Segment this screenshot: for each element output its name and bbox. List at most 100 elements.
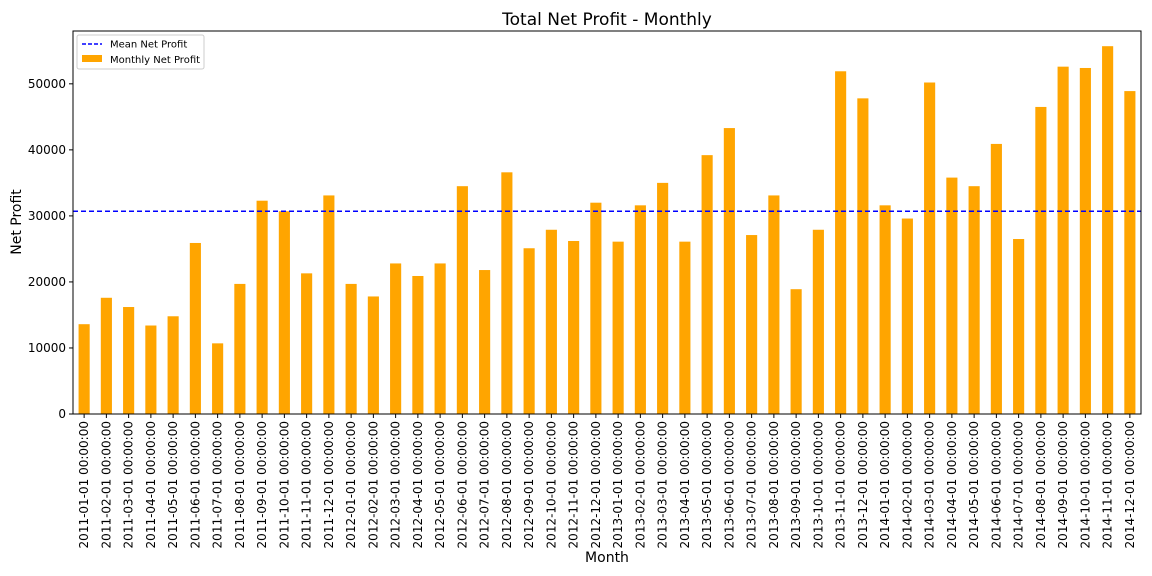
x-tick-label: 2011-03-01 00:00:00: [122, 421, 136, 548]
x-tick-label: 2012-07-01 00:00:00: [478, 421, 492, 548]
x-tick-label: 2012-04-01 00:00:00: [411, 421, 425, 548]
y-tick-label: 0: [58, 407, 66, 421]
x-tick-label: 2013-05-01 00:00:00: [700, 421, 714, 548]
x-tick-label: 2014-02-01 00:00:00: [900, 421, 914, 548]
y-ticks-group: 0 10000 20000 30000 40000 50000: [28, 77, 73, 421]
x-tick-label: 2011-04-01 00:00:00: [144, 421, 158, 548]
bar: [100, 297, 112, 414]
x-tick-label: 2014-04-01 00:00:00: [945, 421, 959, 548]
bar: [812, 229, 824, 414]
x-tick-label: 2011-11-01 00:00:00: [300, 421, 314, 548]
x-tick-label: 2011-10-01 00:00:00: [277, 421, 291, 548]
bar: [723, 128, 735, 415]
x-ticks-group: 2011-01-01 00:00:00 2011-02-01 00:00:00 20…: [77, 414, 1137, 548]
y-tick-label: 30000: [28, 209, 66, 223]
x-tick-label: 2012-03-01 00:00:00: [389, 421, 403, 548]
x-tick-label: 2013-07-01 00:00:00: [745, 421, 759, 548]
x-tick-label: 2013-03-01 00:00:00: [656, 421, 670, 548]
x-tick-label: 2011-05-01 00:00:00: [166, 421, 180, 548]
bar: [768, 195, 780, 414]
x-tick-label: 2011-09-01 00:00:00: [255, 421, 269, 548]
legend-mean-label: Mean Net Profit: [110, 40, 187, 51]
x-axis-label: Month: [585, 550, 629, 566]
bar: [857, 98, 869, 415]
bar: [835, 71, 847, 414]
bar: [412, 275, 424, 414]
x-tick-label: 2013-04-01 00:00:00: [678, 421, 692, 548]
bar: [367, 296, 379, 414]
bar: [523, 248, 535, 414]
legend-bar-swatch: [82, 55, 102, 62]
bar: [657, 182, 669, 414]
y-tick-label: 10000: [28, 341, 66, 355]
x-tick-label: 2013-09-01 00:00:00: [789, 421, 803, 548]
bar: [234, 283, 246, 414]
bar: [946, 177, 958, 414]
bar: [301, 273, 313, 414]
x-tick-label: 2012-11-01 00:00:00: [567, 421, 581, 548]
bar: [434, 263, 446, 414]
bar: [212, 343, 224, 414]
chart-title: Total Net Profit - Monthly: [501, 10, 712, 30]
x-tick-label: 2011-08-01 00:00:00: [233, 421, 247, 548]
bar: [167, 316, 179, 414]
x-tick-label: 2014-10-01 00:00:00: [1078, 421, 1092, 548]
bar: [123, 307, 135, 414]
x-tick-label: 2011-02-01 00:00:00: [99, 421, 113, 548]
x-tick-label: 2014-09-01 00:00:00: [1056, 421, 1070, 548]
x-tick-label: 2011-12-01 00:00:00: [322, 421, 336, 548]
x-tick-label: 2012-09-01 00:00:00: [522, 421, 536, 548]
bar: [1079, 67, 1091, 414]
y-tick-label: 40000: [28, 143, 66, 157]
legend-box: [76, 34, 205, 70]
bar: [256, 200, 268, 414]
bar: [701, 155, 713, 414]
bar: [479, 270, 491, 414]
bar: [501, 172, 513, 414]
bar: [1102, 46, 1114, 415]
bar: [879, 205, 891, 414]
bar: [545, 229, 557, 414]
bar: [145, 325, 157, 414]
x-tick-label: 2014-12-01 00:00:00: [1123, 421, 1137, 548]
x-tick-label: 2011-01-01 00:00:00: [77, 421, 91, 548]
bar: [1013, 239, 1025, 414]
bar: [78, 324, 90, 414]
bar: [968, 186, 980, 414]
bar: [679, 241, 691, 414]
bar: [345, 283, 357, 414]
bar: [746, 235, 758, 414]
legend: Mean Net Profit Monthly Net Profit: [76, 34, 205, 70]
x-tick-label: 2014-07-01 00:00:00: [1012, 421, 1026, 548]
x-tick-label: 2014-11-01 00:00:00: [1101, 421, 1115, 548]
x-tick-label: 2012-01-01 00:00:00: [344, 421, 358, 548]
x-tick-label: 2012-12-01 00:00:00: [589, 421, 603, 548]
x-tick-label: 2013-08-01 00:00:00: [767, 421, 781, 548]
x-tick-label: 2014-03-01 00:00:00: [923, 421, 937, 548]
x-tick-label: 2014-01-01 00:00:00: [878, 421, 892, 548]
bar: [590, 202, 602, 414]
bar: [278, 211, 290, 414]
bar: [189, 242, 201, 414]
y-tick-label: 50000: [28, 77, 66, 91]
bar: [1035, 106, 1047, 415]
bar: [901, 218, 913, 414]
bar: [390, 263, 402, 414]
x-tick-label: 2012-10-01 00:00:00: [544, 421, 558, 548]
x-tick-label: 2013-02-01 00:00:00: [633, 421, 647, 548]
x-tick-label: 2013-10-01 00:00:00: [811, 421, 825, 548]
x-tick-label: 2011-06-01 00:00:00: [188, 421, 202, 548]
x-tick-label: 2014-06-01 00:00:00: [989, 421, 1003, 548]
x-tick-label: 2013-12-01 00:00:00: [856, 421, 870, 548]
x-tick-label: 2013-01-01 00:00:00: [611, 421, 625, 548]
x-tick-label: 2012-05-01 00:00:00: [433, 421, 447, 548]
x-tick-label: 2012-06-01 00:00:00: [455, 421, 469, 548]
x-tick-label: 2012-08-01 00:00:00: [500, 421, 514, 548]
bar: [924, 82, 936, 414]
bar: [990, 143, 1002, 415]
bar: [634, 205, 646, 414]
x-tick-label: 2014-05-01 00:00:00: [967, 421, 981, 548]
x-tick-label: 2013-06-01 00:00:00: [722, 421, 736, 548]
y-tick-label: 20000: [28, 275, 66, 289]
bars-group: [78, 46, 1136, 415]
